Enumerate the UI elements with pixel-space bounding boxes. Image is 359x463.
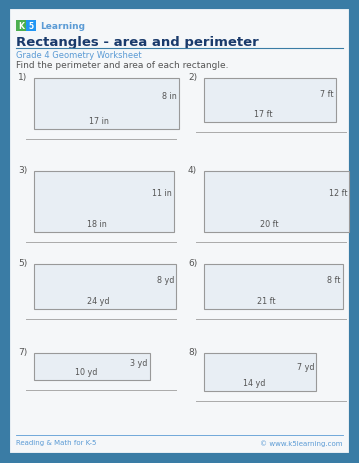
Text: 7): 7) (18, 347, 27, 356)
Text: 8 in: 8 in (163, 92, 177, 101)
Bar (204, 172, 349, 233)
Text: 2): 2) (188, 73, 197, 82)
Text: 5): 5) (18, 258, 27, 268)
Bar (34, 79, 179, 130)
Text: 4): 4) (188, 166, 197, 175)
Text: Find the perimeter and area of each rectangle.: Find the perimeter and area of each rect… (16, 61, 228, 70)
FancyBboxPatch shape (26, 21, 36, 32)
Text: 24 yd: 24 yd (87, 296, 109, 305)
Text: 14 yd: 14 yd (243, 378, 266, 387)
Text: 8 yd: 8 yd (157, 275, 174, 285)
Bar (204, 353, 316, 391)
Text: 1): 1) (18, 73, 27, 82)
Text: 11 in: 11 in (153, 188, 172, 198)
Text: Learning: Learning (40, 22, 85, 31)
Text: 6): 6) (188, 258, 197, 268)
Text: 8): 8) (188, 347, 197, 356)
Bar (34, 353, 149, 381)
Text: 12 ft: 12 ft (329, 188, 347, 198)
Text: K: K (18, 22, 24, 31)
Text: 18 in: 18 in (87, 220, 107, 229)
Text: 17 ft: 17 ft (254, 110, 272, 119)
Text: 3): 3) (18, 166, 27, 175)
Text: 17 in: 17 in (89, 117, 109, 126)
Text: 10 yd: 10 yd (75, 368, 97, 376)
Bar (204, 79, 336, 123)
Text: 7 yd: 7 yd (297, 362, 314, 371)
Bar (204, 264, 342, 309)
Text: 8 ft: 8 ft (327, 275, 341, 285)
Text: 7 ft: 7 ft (321, 90, 334, 99)
Bar (34, 264, 176, 309)
Text: 3 yd: 3 yd (130, 358, 148, 367)
FancyBboxPatch shape (8, 8, 351, 455)
Text: 21 ft: 21 ft (257, 296, 276, 305)
Text: 20 ft: 20 ft (260, 220, 279, 229)
FancyBboxPatch shape (16, 21, 26, 32)
Text: Grade 4 Geometry Worksheet: Grade 4 Geometry Worksheet (16, 51, 141, 60)
Bar (34, 172, 174, 233)
Text: Rectangles - area and perimeter: Rectangles - area and perimeter (16, 36, 259, 49)
Text: © www.k5learning.com: © www.k5learning.com (261, 439, 343, 446)
Text: Reading & Math for K-5: Reading & Math for K-5 (16, 439, 96, 445)
Text: 5: 5 (28, 22, 33, 31)
